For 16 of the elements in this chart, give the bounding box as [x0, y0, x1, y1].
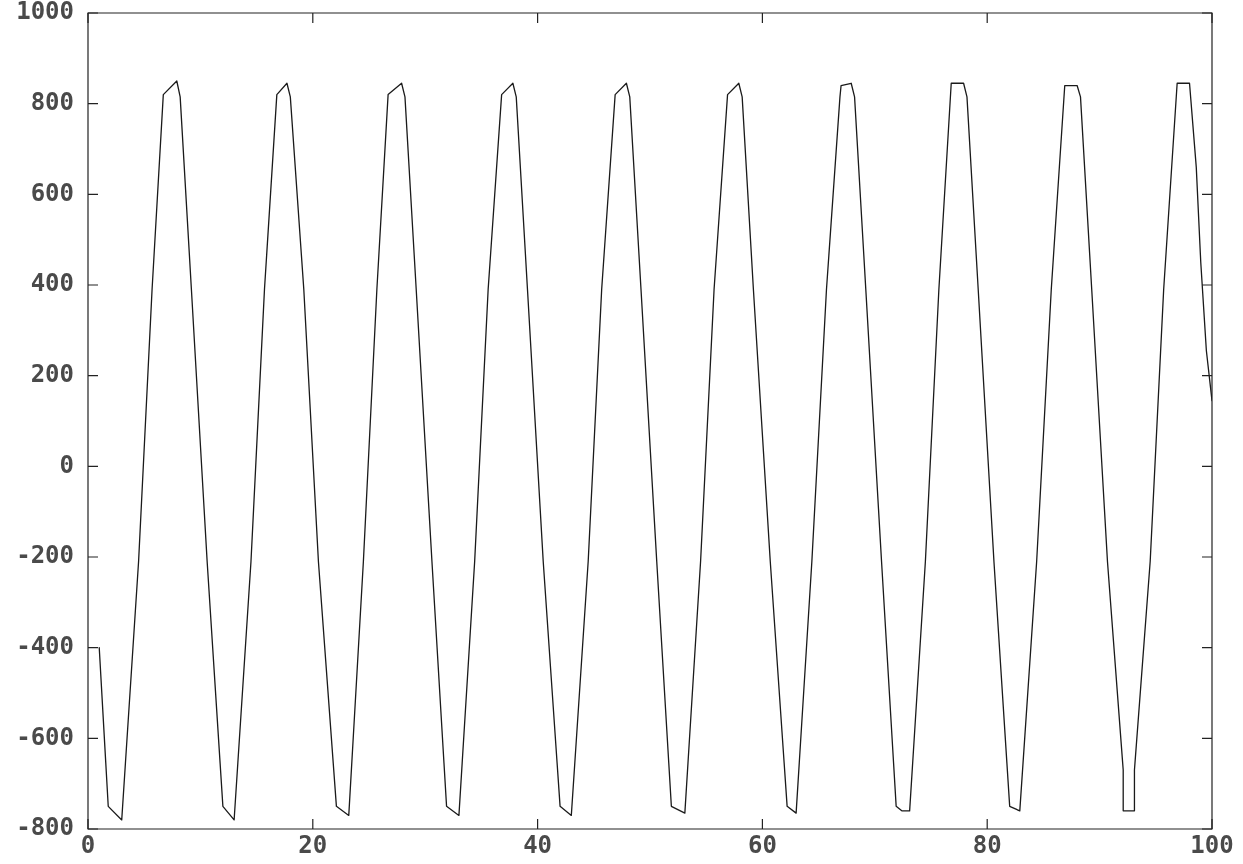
x-tick-label: 20 [298, 831, 328, 860]
y-tick-label: 400 [30, 269, 74, 298]
y-tick-label: 200 [30, 359, 74, 388]
y-tick-label: 1000 [16, 0, 74, 26]
y-tick-label: 800 [30, 87, 74, 116]
y-tick-label: 0 [59, 450, 74, 479]
x-tick-label: 100 [1190, 831, 1234, 860]
y-tick-label: -800 [16, 813, 74, 842]
y-tick-label: -600 [16, 722, 74, 751]
x-tick-label: 0 [80, 831, 96, 860]
y-tick-label: -400 [16, 631, 74, 660]
x-tick-label: 40 [523, 831, 553, 860]
x-tick-label: 80 [972, 831, 1002, 860]
x-tick-label: 60 [747, 831, 777, 860]
y-tick-label: 600 [30, 178, 74, 207]
y-tick-label: -200 [16, 541, 74, 570]
